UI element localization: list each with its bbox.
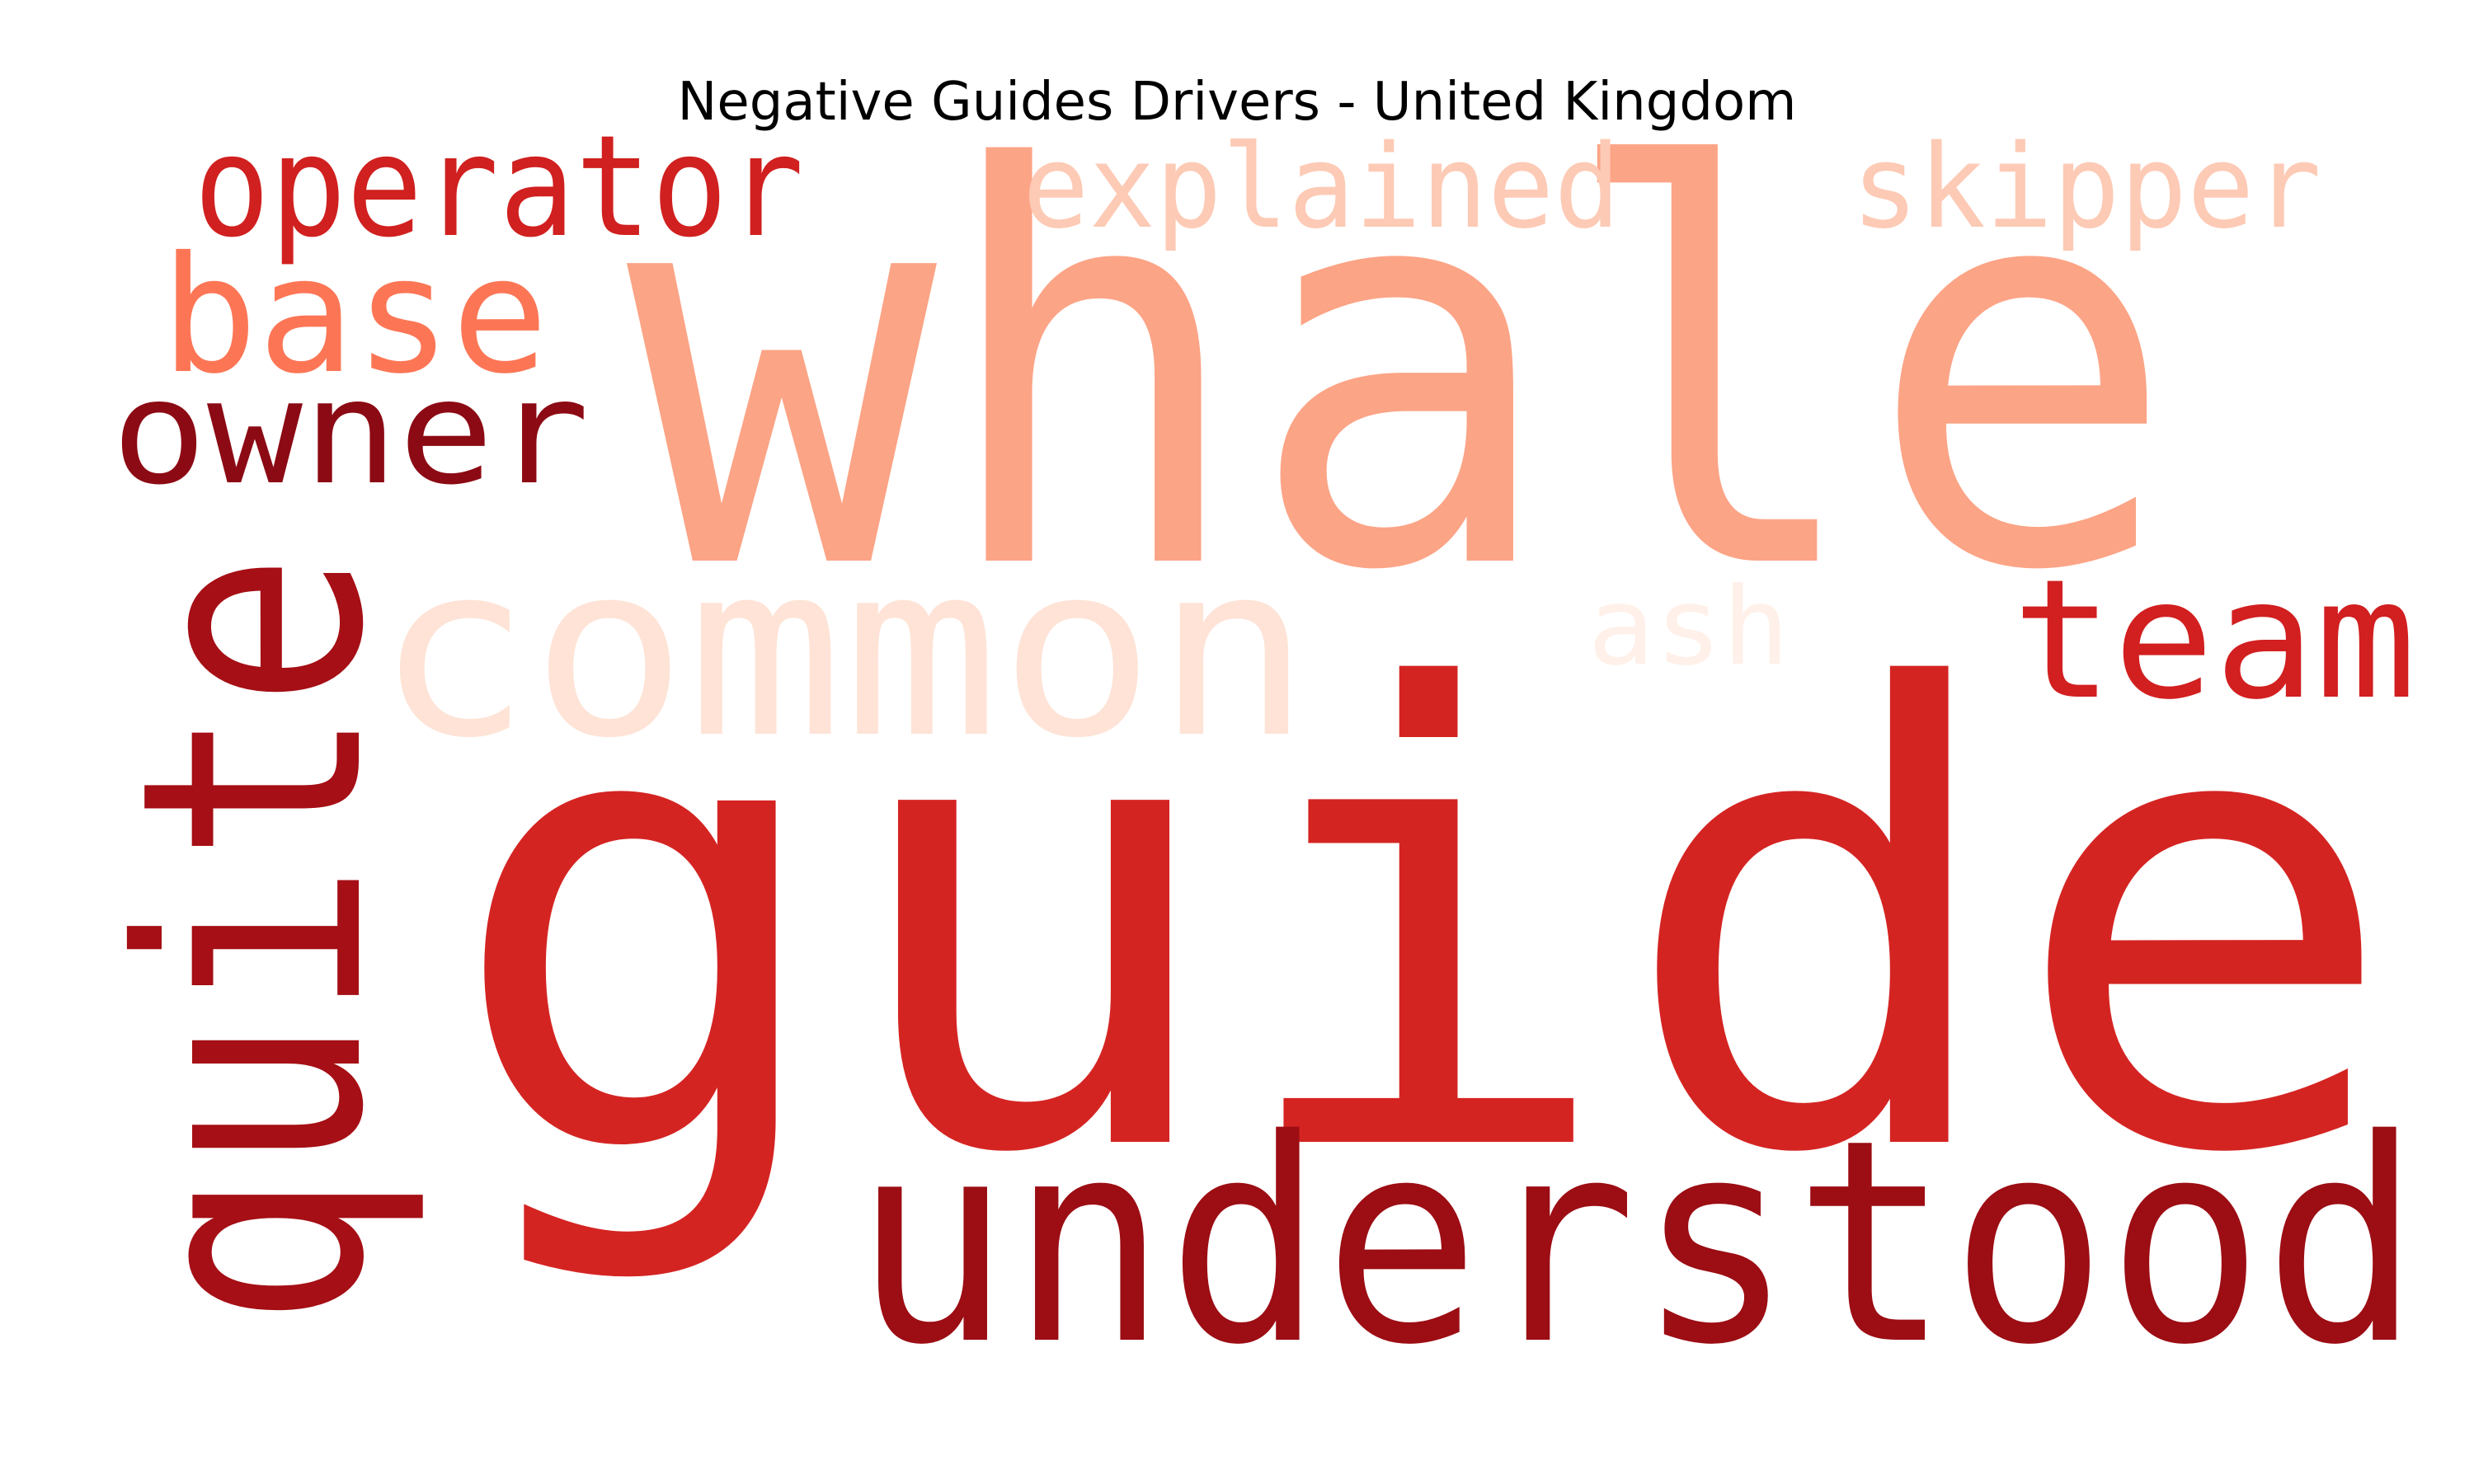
word-base: base bbox=[161, 222, 548, 409]
word-whale: whale bbox=[627, 55, 2177, 689]
word-operator: operator bbox=[194, 106, 804, 269]
word-team: team bbox=[2012, 544, 2416, 736]
word-skipper: skipper bbox=[1851, 120, 2321, 255]
word-understood: understood bbox=[854, 1080, 2420, 1407]
word-owner: owner bbox=[111, 350, 590, 517]
chart-title: Negative Guides Drivers - United Kingdom bbox=[677, 72, 1797, 133]
word-common: common bbox=[375, 513, 1311, 791]
word-quite: quite bbox=[77, 552, 431, 1327]
word-guide: guide bbox=[445, 561, 2400, 1290]
word-ash: ash bbox=[1587, 564, 1790, 689]
word-explained: explained bbox=[1023, 120, 1620, 255]
